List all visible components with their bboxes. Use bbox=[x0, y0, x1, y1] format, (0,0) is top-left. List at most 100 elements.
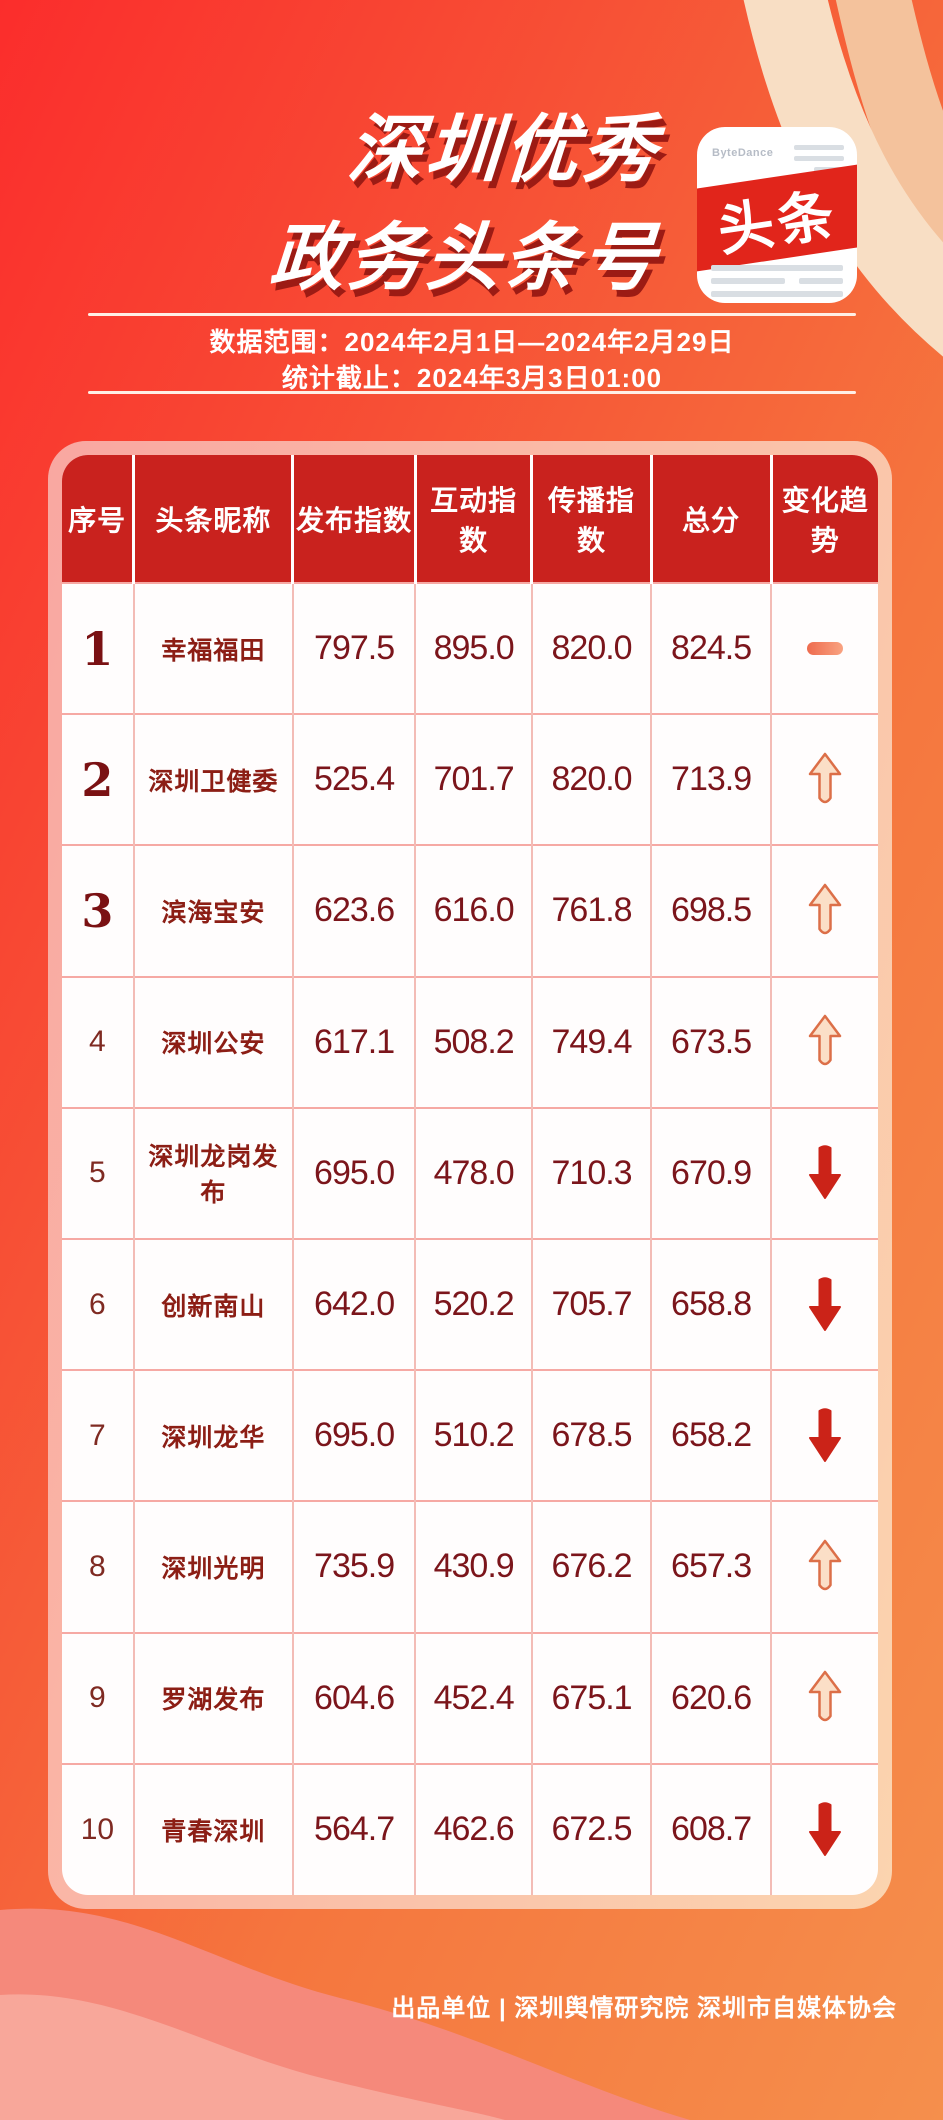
trend-cell bbox=[770, 713, 878, 846]
column-header: 发布指数 bbox=[291, 455, 416, 583]
publish-index-cell: 642.0 bbox=[291, 1237, 416, 1371]
column-header: 传播指数 bbox=[530, 455, 652, 583]
rank-cell: 3 bbox=[62, 844, 134, 977]
publish-index-cell: 797.5 bbox=[291, 581, 416, 715]
toutiao-label: 头条 bbox=[713, 181, 842, 262]
rank-cell: 5 bbox=[62, 1106, 134, 1239]
rank-cell: 2 bbox=[62, 713, 134, 846]
column-header: 互动指数 bbox=[413, 455, 532, 583]
table-row: 1 幸福福田 797.5 895.0 820.0 824.5 bbox=[62, 581, 878, 715]
table-row: 7 深圳龙华 695.0 510.2 678.5 658.2 bbox=[62, 1369, 878, 1502]
toutiao-red-banner: 头条 bbox=[697, 163, 857, 273]
interact-index-cell: 452.4 bbox=[414, 1631, 532, 1764]
rank-cell: 9 bbox=[62, 1631, 134, 1764]
ranking-card-inner: 序号 头条昵称 发布指数 互动指数 传播指数 总分 变化趋势 1 幸福福田 797.5 89… bbox=[62, 455, 878, 1895]
spread-index-cell: 820.0 bbox=[530, 581, 652, 715]
interact-index-cell: 430.9 bbox=[414, 1500, 532, 1633]
rank-cell: 10 bbox=[62, 1762, 134, 1895]
spread-index-cell: 676.2 bbox=[530, 1500, 652, 1633]
ranking-table: 序号 头条昵称 发布指数 互动指数 传播指数 总分 变化趋势 1 幸福福田 797.5 89… bbox=[62, 455, 878, 1895]
publish-index-cell: 695.0 bbox=[291, 1369, 416, 1502]
total-score-cell: 698.5 bbox=[650, 844, 772, 977]
spread-index-cell: 672.5 bbox=[530, 1762, 652, 1895]
rank-cell: 6 bbox=[62, 1237, 134, 1371]
newspaper-line-icon bbox=[711, 278, 785, 284]
trend-cell bbox=[770, 1237, 878, 1371]
stats-deadline-text: 统计截止：2024年3月3日01:00 bbox=[281, 363, 663, 393]
account-name-cell: 青春深圳 bbox=[132, 1762, 293, 1895]
interact-index-cell: 510.2 bbox=[414, 1369, 532, 1502]
table-row: 6 创新南山 642.0 520.2 705.7 658.8 bbox=[62, 1237, 878, 1371]
spread-index-cell: 675.1 bbox=[530, 1631, 652, 1764]
rank-cell: 7 bbox=[62, 1369, 134, 1502]
account-name-cell: 深圳龙华 bbox=[132, 1369, 293, 1502]
table-row: 3 滨海宝安 623.6 616.0 761.8 698.5 bbox=[62, 844, 878, 977]
bytedance-brand-text: ByteDance bbox=[712, 147, 774, 159]
trend-cell bbox=[770, 844, 878, 977]
newspaper-line-icon bbox=[799, 278, 843, 284]
account-name-cell: 罗湖发布 bbox=[132, 1631, 293, 1764]
newspaper-line-icon bbox=[794, 156, 844, 161]
account-name-cell: 深圳龙岗发布 bbox=[132, 1106, 293, 1239]
table-row: 4 深圳公安 617.1 508.2 749.4 673.5 bbox=[62, 975, 878, 1108]
account-name-cell: 幸福福田 bbox=[132, 581, 293, 715]
total-score-cell: 657.3 bbox=[650, 1500, 772, 1633]
trend-cell bbox=[770, 1762, 878, 1895]
trend-cell bbox=[770, 1106, 878, 1239]
poster-title: 深圳优秀 政务头条号 bbox=[267, 96, 663, 312]
interact-index-cell: 895.0 bbox=[414, 581, 532, 715]
total-score-cell: 670.9 bbox=[650, 1106, 772, 1239]
up-arrow-icon bbox=[808, 752, 842, 804]
trend-cell bbox=[770, 975, 878, 1108]
rank-cell: 4 bbox=[62, 975, 134, 1108]
column-header: 序号 bbox=[62, 455, 134, 583]
trend-cell bbox=[770, 581, 878, 715]
spread-index-cell: 710.3 bbox=[530, 1106, 652, 1239]
trend-cell bbox=[770, 1500, 878, 1633]
account-name-cell: 创新南山 bbox=[132, 1237, 293, 1371]
spread-index-cell: 678.5 bbox=[530, 1369, 652, 1502]
spread-index-cell: 820.0 bbox=[530, 713, 652, 846]
newspaper-line-icon bbox=[794, 145, 844, 150]
publish-index-cell: 623.6 bbox=[291, 844, 416, 977]
total-score-cell: 658.2 bbox=[650, 1369, 772, 1502]
publish-index-cell: 695.0 bbox=[291, 1106, 416, 1239]
trend-cell bbox=[770, 1631, 878, 1764]
ranking-card: 序号 头条昵称 发布指数 互动指数 传播指数 总分 变化趋势 1 幸福福田 797.5 89… bbox=[48, 441, 892, 1909]
rank-cell: 8 bbox=[62, 1500, 134, 1633]
table-row: 10 青春深圳 564.7 462.6 672.5 608.7 bbox=[62, 1762, 878, 1895]
toutiao-app-icon: ByteDance 头条 bbox=[697, 127, 857, 303]
account-name-cell: 深圳光明 bbox=[132, 1500, 293, 1633]
total-score-cell: 673.5 bbox=[650, 975, 772, 1108]
down-arrow-icon bbox=[809, 1276, 842, 1331]
table-header-row: 序号 头条昵称 发布指数 互动指数 传播指数 总分 变化趋势 bbox=[62, 455, 878, 583]
table-body: 1 幸福福田 797.5 895.0 820.0 824.5 2 深圳卫健委 5… bbox=[62, 581, 878, 1895]
publish-index-cell: 617.1 bbox=[291, 975, 416, 1108]
column-header: 总分 bbox=[649, 455, 772, 583]
flat-trend-dash-icon bbox=[807, 641, 844, 655]
publish-index-cell: 525.4 bbox=[291, 713, 416, 846]
table-row: 5 深圳龙岗发布 695.0 478.0 710.3 670.9 bbox=[62, 1106, 878, 1239]
up-arrow-icon bbox=[808, 1539, 842, 1591]
total-score-cell: 608.7 bbox=[650, 1762, 772, 1895]
interact-index-cell: 478.0 bbox=[414, 1106, 532, 1239]
total-score-cell: 658.8 bbox=[650, 1237, 772, 1371]
newspaper-line-icon bbox=[711, 291, 843, 297]
interact-index-cell: 508.2 bbox=[414, 975, 532, 1108]
publish-index-cell: 604.6 bbox=[291, 1631, 416, 1764]
total-score-cell: 620.6 bbox=[650, 1631, 772, 1764]
total-score-cell: 824.5 bbox=[650, 581, 772, 715]
trend-cell bbox=[770, 1369, 878, 1502]
account-name-cell: 深圳卫健委 bbox=[132, 713, 293, 846]
title-line-2: 政务头条号 bbox=[267, 216, 663, 299]
producer-credit-text: 出品单位 | 深圳舆情研究院 深圳市自媒体协会 bbox=[391, 1995, 897, 2022]
rank-cell: 1 bbox=[62, 581, 134, 715]
newspaper-line-icon bbox=[711, 265, 843, 271]
divider-line-bottom bbox=[88, 391, 856, 394]
account-name-cell: 深圳公安 bbox=[132, 975, 293, 1108]
column-header: 变化趋势 bbox=[769, 455, 878, 583]
spread-index-cell: 705.7 bbox=[530, 1237, 652, 1371]
account-name-cell: 滨海宝安 bbox=[132, 844, 293, 977]
publish-index-cell: 735.9 bbox=[291, 1500, 416, 1633]
